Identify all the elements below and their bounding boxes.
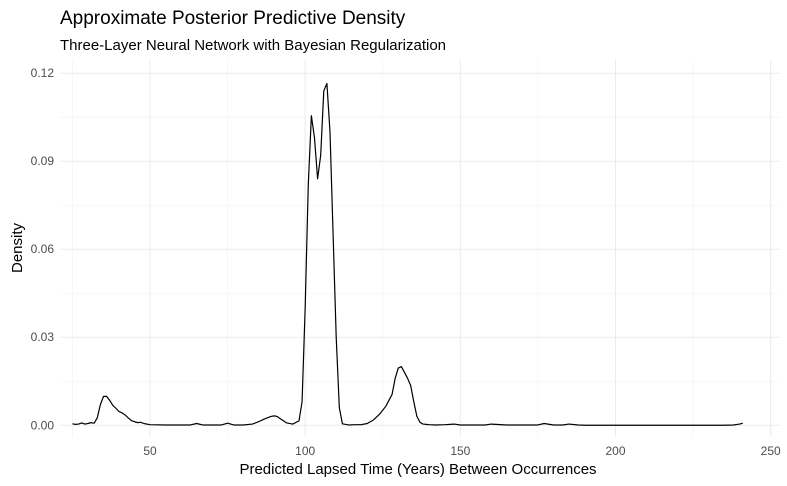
x-tick-label: 250 — [761, 444, 781, 458]
x-tick-label: 100 — [295, 444, 315, 458]
chart-title: Approximate Posterior Predictive Density — [60, 8, 406, 29]
x-tick-label: 150 — [450, 444, 470, 458]
series-layer — [72, 82, 743, 426]
x-axis-tick-labels: 50 100 150 200 250 — [143, 444, 781, 458]
minor-gridlines — [60, 60, 780, 437]
y-tick-label: 0.06 — [31, 242, 55, 256]
y-tick-label: 0.12 — [31, 66, 55, 80]
chart-subtitle: Three-Layer Neural Network with Bayesian… — [60, 37, 446, 54]
y-tick-label: 0.09 — [31, 154, 55, 168]
y-axis-title: Density — [9, 222, 26, 273]
x-tick-label: 200 — [606, 444, 626, 458]
density-curve — [72, 82, 743, 426]
y-axis-tick-labels: 0.00 0.03 0.06 0.09 0.12 — [31, 66, 55, 432]
x-tick-label: 50 — [143, 444, 157, 458]
y-tick-label: 0.03 — [31, 330, 55, 344]
y-tick-label: 0.00 — [31, 418, 55, 432]
major-gridlines — [60, 60, 780, 437]
x-axis-title: Predicted Lapsed Time (Years) Between Oc… — [239, 461, 596, 478]
